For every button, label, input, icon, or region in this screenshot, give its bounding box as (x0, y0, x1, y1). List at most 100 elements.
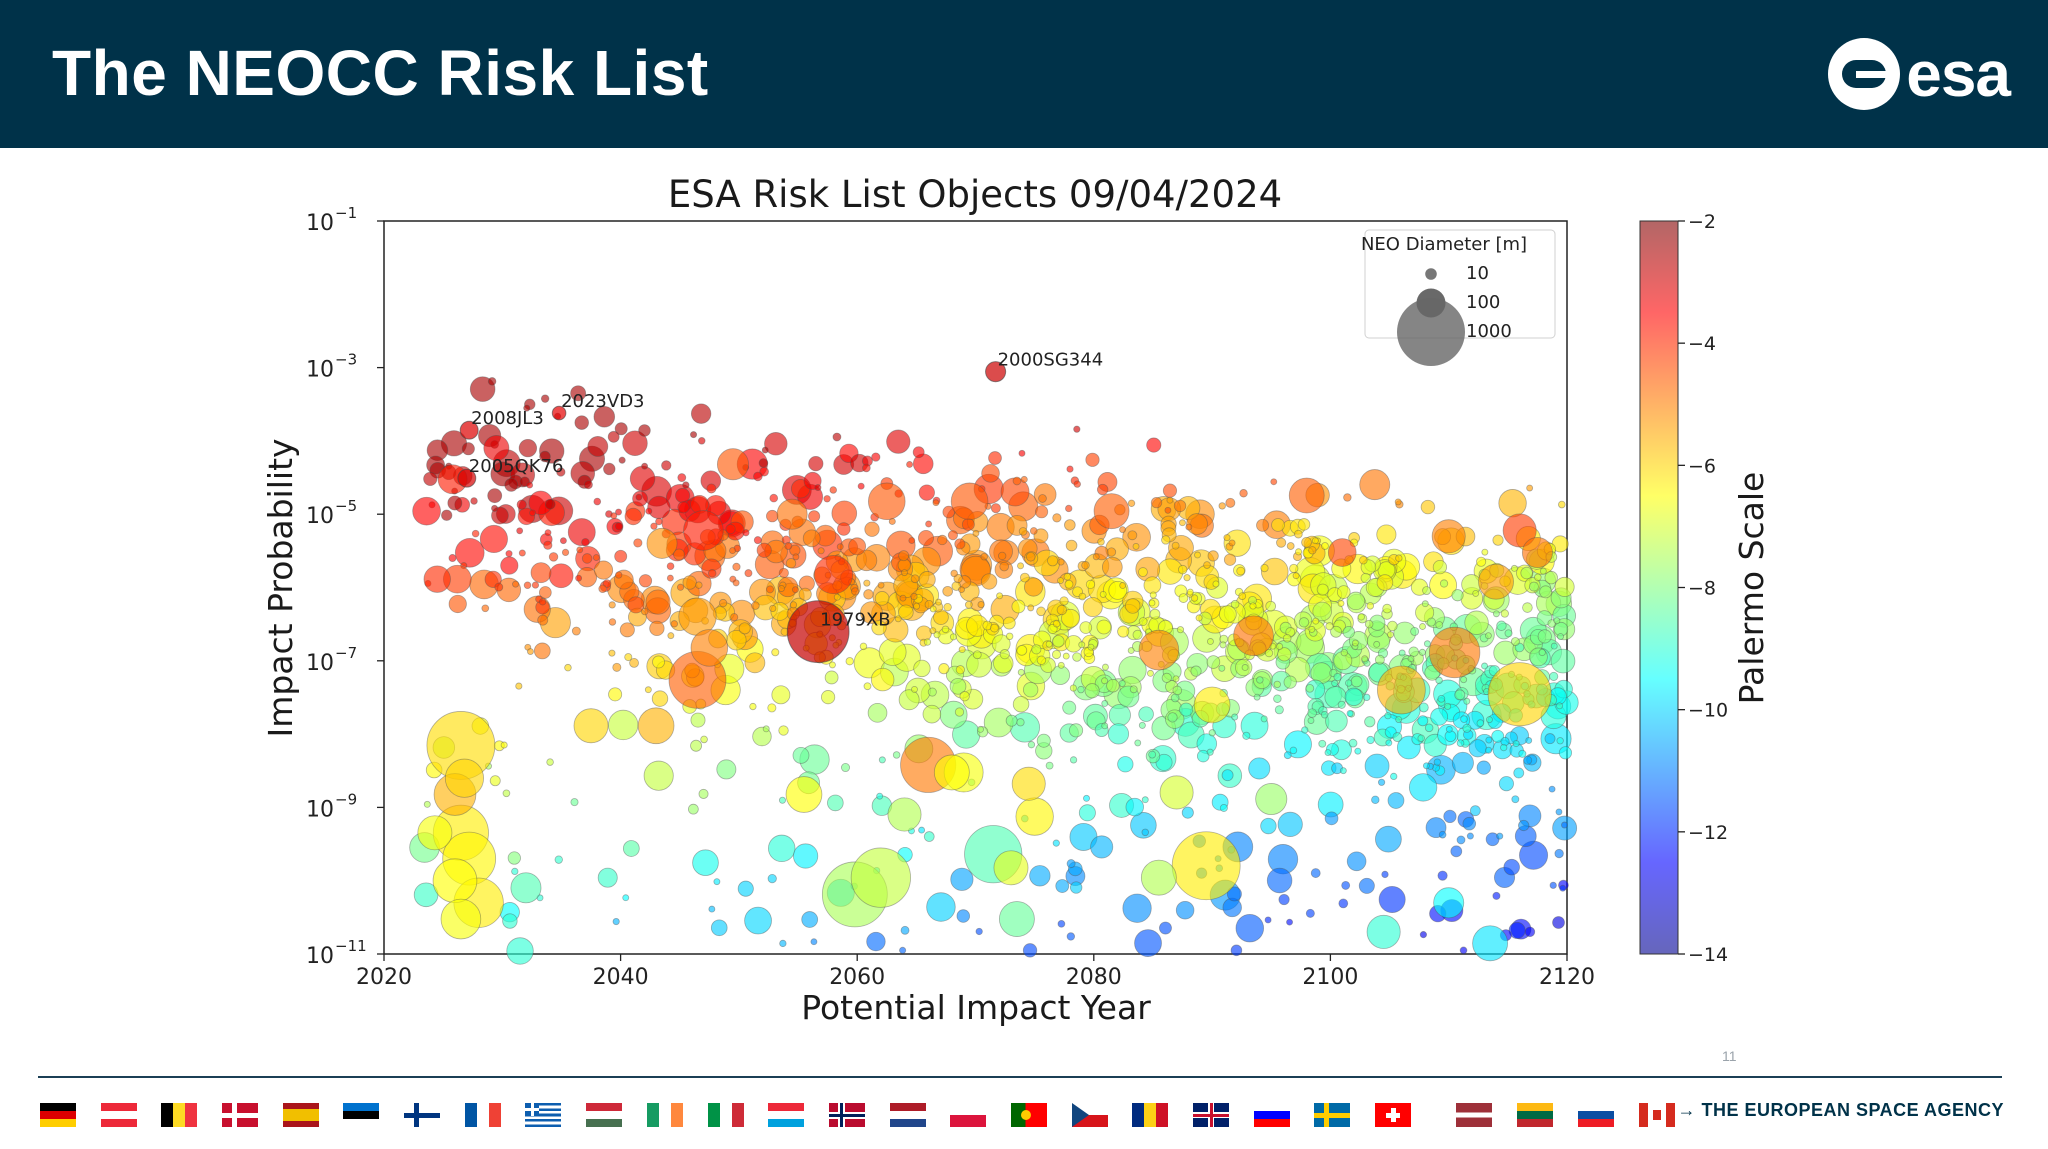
flag-canada-icon (1639, 1103, 1675, 1127)
neo-point (1190, 594, 1199, 602)
flag-lithuania-icon (1517, 1103, 1553, 1127)
neo-point (860, 601, 883, 625)
neo-point (776, 498, 808, 530)
neo-point (1138, 706, 1154, 722)
neo-point (1381, 870, 1389, 879)
neo-point (676, 583, 685, 591)
neo-point (954, 707, 965, 717)
neo-point (618, 456, 626, 464)
neo-point (1029, 865, 1051, 887)
size-legend-label-1000: 1000 (1466, 321, 1512, 342)
neo-point (504, 477, 519, 492)
page-number: 11 (1722, 1048, 1737, 1064)
neo-point (1146, 437, 1162, 453)
neo-point (592, 554, 600, 561)
flag-germany-icon (40, 1103, 76, 1127)
neo-point (918, 826, 926, 834)
neo-point (862, 463, 871, 473)
neo-point (975, 927, 983, 936)
neo-point (1387, 631, 1394, 639)
neo-point (1354, 747, 1362, 755)
neo-point (918, 484, 935, 501)
x-axis-ticks: 2020 2040 2060 2080 2100 2120 (356, 954, 1595, 990)
flag-sweden-icon (1314, 1103, 1350, 1127)
neo-point (953, 573, 963, 584)
neo-point (1417, 715, 1429, 727)
neo-point (1277, 647, 1292, 662)
esa-logo-mark-icon (1828, 38, 1901, 110)
neo-point (538, 586, 552, 599)
neo-point (1454, 689, 1466, 701)
neo-point (559, 537, 567, 545)
neo-point (801, 911, 819, 928)
neo-point (530, 562, 552, 584)
neo-point (1066, 932, 1076, 941)
neo-point (1248, 757, 1271, 780)
neo-point (666, 574, 674, 582)
y-tick-exponent: −5 (335, 497, 357, 515)
neo-point (544, 498, 556, 510)
neo-point (1016, 718, 1025, 727)
neo-point (1099, 590, 1107, 598)
neo-point (1310, 868, 1321, 878)
neo-point (1179, 519, 1186, 527)
esa-logo-word: esa (1906, 38, 2011, 110)
neo-point (742, 529, 750, 537)
neo-point (1481, 662, 1488, 670)
neo-point (1308, 625, 1316, 633)
neo-point (622, 894, 630, 902)
neo-point (1339, 767, 1347, 775)
neo-point (1036, 733, 1051, 748)
neo-point (1503, 858, 1520, 876)
neo-point (574, 415, 589, 430)
esa-logo: esa (1828, 34, 2011, 114)
neo-point (1176, 626, 1185, 634)
neo-point (1260, 557, 1289, 586)
neo-point (1491, 729, 1505, 743)
neo-point (1066, 465, 1074, 473)
slide-header (0, 0, 2048, 148)
neo-point (523, 581, 532, 590)
neo-point (817, 547, 825, 555)
neo-point (866, 931, 886, 952)
neo-point (1077, 685, 1085, 694)
neo-point (1078, 804, 1096, 822)
neo-point (1364, 753, 1390, 779)
neo-point (1002, 616, 1016, 630)
neo-point (1081, 561, 1090, 570)
neo-point (808, 455, 824, 472)
neo-point (526, 648, 534, 655)
neo-point (1127, 647, 1135, 654)
neo-point (1521, 537, 1553, 569)
y-tick-label: 10 (306, 797, 334, 822)
neo-point (1422, 762, 1430, 770)
neo-point (1408, 646, 1419, 657)
neo-point (487, 377, 497, 386)
neo-point (1065, 539, 1078, 552)
neo-point (608, 649, 616, 657)
neo-point (836, 543, 844, 551)
neo-point (932, 499, 940, 507)
neo-point (1092, 553, 1100, 561)
neo-point (972, 529, 980, 537)
neo-point (581, 538, 590, 547)
neo-point (778, 567, 789, 579)
neo-point (1056, 604, 1068, 616)
neo-point (1298, 617, 1310, 628)
neo-point (646, 527, 678, 559)
neo-point (1101, 556, 1123, 578)
neo-point (543, 540, 553, 550)
neo-point (448, 594, 467, 614)
neo-point (608, 601, 616, 609)
neo-point (766, 509, 779, 523)
neo-point (1085, 452, 1100, 467)
neo-point (1230, 944, 1243, 957)
x-tick-label: 2080 (1066, 965, 1122, 990)
neo-point (1253, 693, 1261, 701)
neo-point (1020, 475, 1028, 483)
neo-point (898, 604, 914, 621)
neo-point (1096, 483, 1109, 496)
neo-point (1283, 751, 1292, 760)
neo-point (1178, 564, 1188, 575)
neo-point (1485, 736, 1493, 744)
